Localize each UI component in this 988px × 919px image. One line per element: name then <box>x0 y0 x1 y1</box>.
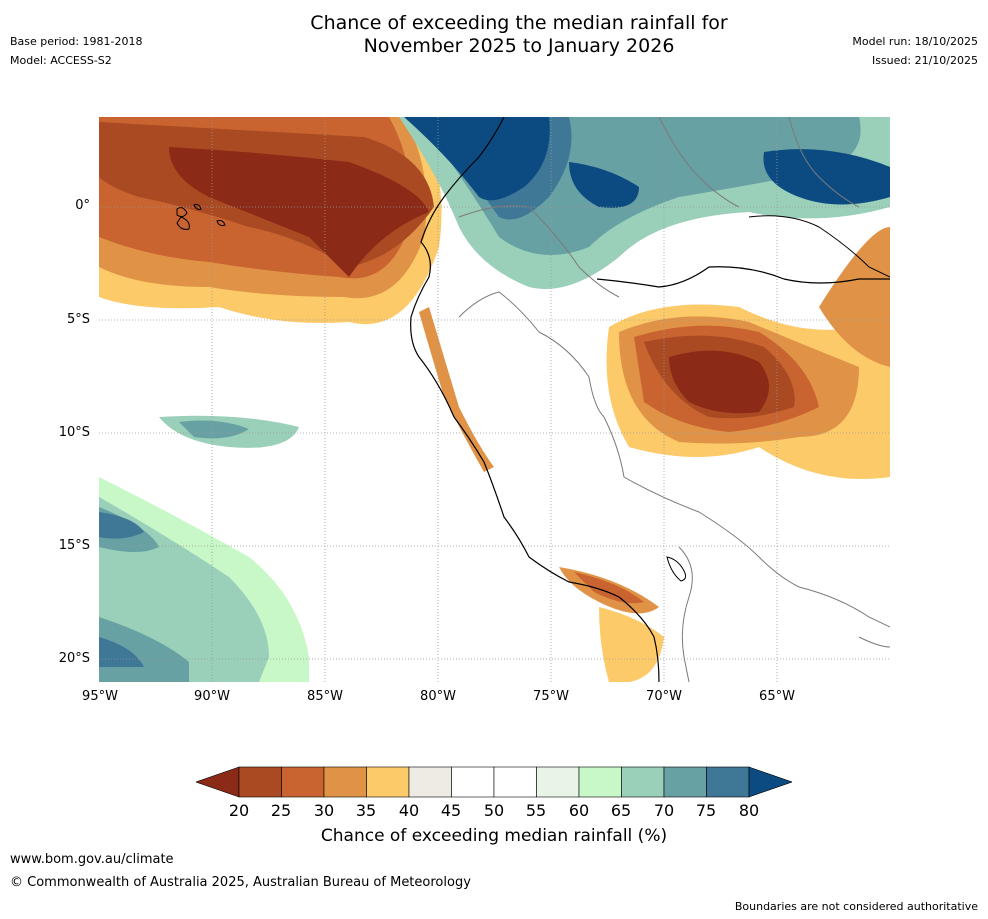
colorbar-cell <box>366 766 410 798</box>
colorbar-label-60: 60 <box>568 801 590 820</box>
colorbar <box>195 766 793 798</box>
lon-tick-80w: 80°W <box>420 689 456 704</box>
map-svg <box>99 117 890 682</box>
colorbar-cell <box>238 766 282 798</box>
lon-tick-95w: 95°W <box>82 689 118 704</box>
rio-negro <box>748 215 890 278</box>
colorbar-label-45: 45 <box>440 801 462 820</box>
lon-tick-85w: 85°W <box>307 689 343 704</box>
title-line-2: November 2025 to January 2026 <box>363 35 675 57</box>
wet-region-nc-core <box>569 162 639 208</box>
base-period-label: Base period: 1981-2018 <box>10 35 143 48</box>
colorbar-cell <box>536 766 580 798</box>
colorbar-label-75: 75 <box>695 801 717 820</box>
galapagos-islands <box>176 204 226 230</box>
colorbar-label-20: 20 <box>228 801 250 820</box>
rainfall-field <box>99 117 890 682</box>
dry-region-s-coast-inner <box>574 572 644 604</box>
colorbar-label-50: 50 <box>483 801 505 820</box>
title-line-1: Chance of exceeding the median rainfall … <box>310 12 728 34</box>
colorbar-cell <box>663 766 707 798</box>
lat-tick-20s: 20°S <box>58 651 90 666</box>
dry-region-nw-peak <box>169 147 429 277</box>
lon-tick-90w: 90°W <box>194 689 230 704</box>
dry-region-ne-edge <box>819 227 890 367</box>
footer-copyright: © Commonwealth of Australia 2025, Austra… <box>10 875 471 890</box>
lat-tick-10s: 10°S <box>58 425 90 440</box>
wet-region-sw-core <box>99 512 144 667</box>
lake-titicaca <box>666 556 687 582</box>
colorbar-cell <box>323 766 367 798</box>
lon-tick-65w: 65°W <box>759 689 795 704</box>
colorbar-label-70: 70 <box>653 801 675 820</box>
colorbar-title: Chance of exceeding median rainfall (%) <box>320 826 668 846</box>
colorbar-svg <box>195 766 793 798</box>
colorbar-cell <box>706 766 750 798</box>
lat-tick-15s: 15°S <box>58 538 90 553</box>
wet-region-w-band-inner <box>179 420 249 439</box>
coastline <box>410 117 660 682</box>
meta-right: Model run: 18/10/2025 Issued: 21/10/2025 <box>852 32 978 70</box>
colorbar-label-30: 30 <box>313 801 335 820</box>
footer-url[interactable]: www.bom.gov.au/climate <box>10 852 174 867</box>
colorbar-arrow-high <box>748 766 793 798</box>
colorbar-cell <box>493 766 537 798</box>
country-boundaries <box>458 117 890 682</box>
wet-region-ne-core <box>763 149 890 205</box>
colorbar-label-65: 65 <box>610 801 632 820</box>
dry-region-e-peak <box>669 350 769 414</box>
wet-region-sw-inner <box>99 507 189 682</box>
model-label: Model: ACCESS-S2 <box>10 54 112 67</box>
colorbar-label-40: 40 <box>398 801 420 820</box>
lon-tick-70w: 70°W <box>646 689 682 704</box>
lat-tick-0: 0° <box>75 198 90 213</box>
lat-tick-5s: 5°S <box>66 312 90 327</box>
meta-left: Base period: 1981-2018 Model: ACCESS-S2 <box>10 32 142 70</box>
lon-tick-75w: 75°W <box>533 689 569 704</box>
colorbar-arrow-low <box>195 766 240 798</box>
colorbar-cell <box>281 766 325 798</box>
model-run-label: Model run: 18/10/2025 <box>852 35 978 48</box>
colorbar-cell <box>621 766 665 798</box>
footer-note: Boundaries are not considered authoritat… <box>734 900 978 913</box>
colorbar-cell <box>451 766 495 798</box>
dry-region-s-outer <box>599 607 664 682</box>
chart-title: Chance of exceeding the median rainfall … <box>194 12 844 58</box>
colorbar-cell <box>578 766 622 798</box>
colorbar-cell <box>408 766 452 798</box>
issued-label: Issued: 21/10/2025 <box>871 54 978 67</box>
rainfall-map <box>99 117 890 682</box>
graticule <box>99 117 890 682</box>
colorbar-label-80: 80 <box>738 801 760 820</box>
colorbar-label-55: 55 <box>525 801 547 820</box>
colorbar-label-35: 35 <box>355 801 377 820</box>
amazon-river <box>596 266 890 288</box>
colorbar-cells <box>195 766 793 798</box>
colorbar-label-25: 25 <box>270 801 292 820</box>
